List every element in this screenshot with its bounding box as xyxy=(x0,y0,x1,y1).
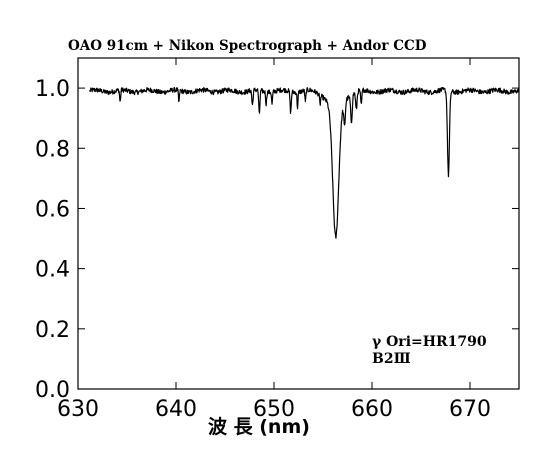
y-tick-label: 0.2 xyxy=(35,318,70,343)
chart-title: OAO 91cm + Nikon Spectrograph + Andor CC… xyxy=(68,38,427,54)
y-tick-label: 0.0 xyxy=(35,378,70,403)
x-tick-label: 640 xyxy=(155,397,197,422)
y-tick-label: 0.4 xyxy=(35,258,70,283)
x-tick-label: 650 xyxy=(253,397,295,422)
annotation-spectral-type: B2Ⅲ xyxy=(372,351,411,367)
x-tick-label: 630 xyxy=(57,397,99,422)
x-tick-label: 660 xyxy=(351,397,393,422)
x-tick-label: 670 xyxy=(449,397,491,422)
y-tick-label: 0.6 xyxy=(35,197,70,222)
x-axis-label: 波 長 (nm) xyxy=(208,415,310,438)
x-axis: 630 640 650 660 670 xyxy=(57,58,491,422)
y-tick-label: 1.0 xyxy=(35,77,70,102)
plot-frame xyxy=(77,57,520,390)
y-axis: 0.0 0.2 0.4 0.6 0.8 1.0 xyxy=(35,77,519,403)
annotation-star-name: γ Ori=HR1790 xyxy=(372,334,487,350)
spectrum-line xyxy=(89,86,520,239)
y-tick-label: 0.8 xyxy=(35,137,70,162)
